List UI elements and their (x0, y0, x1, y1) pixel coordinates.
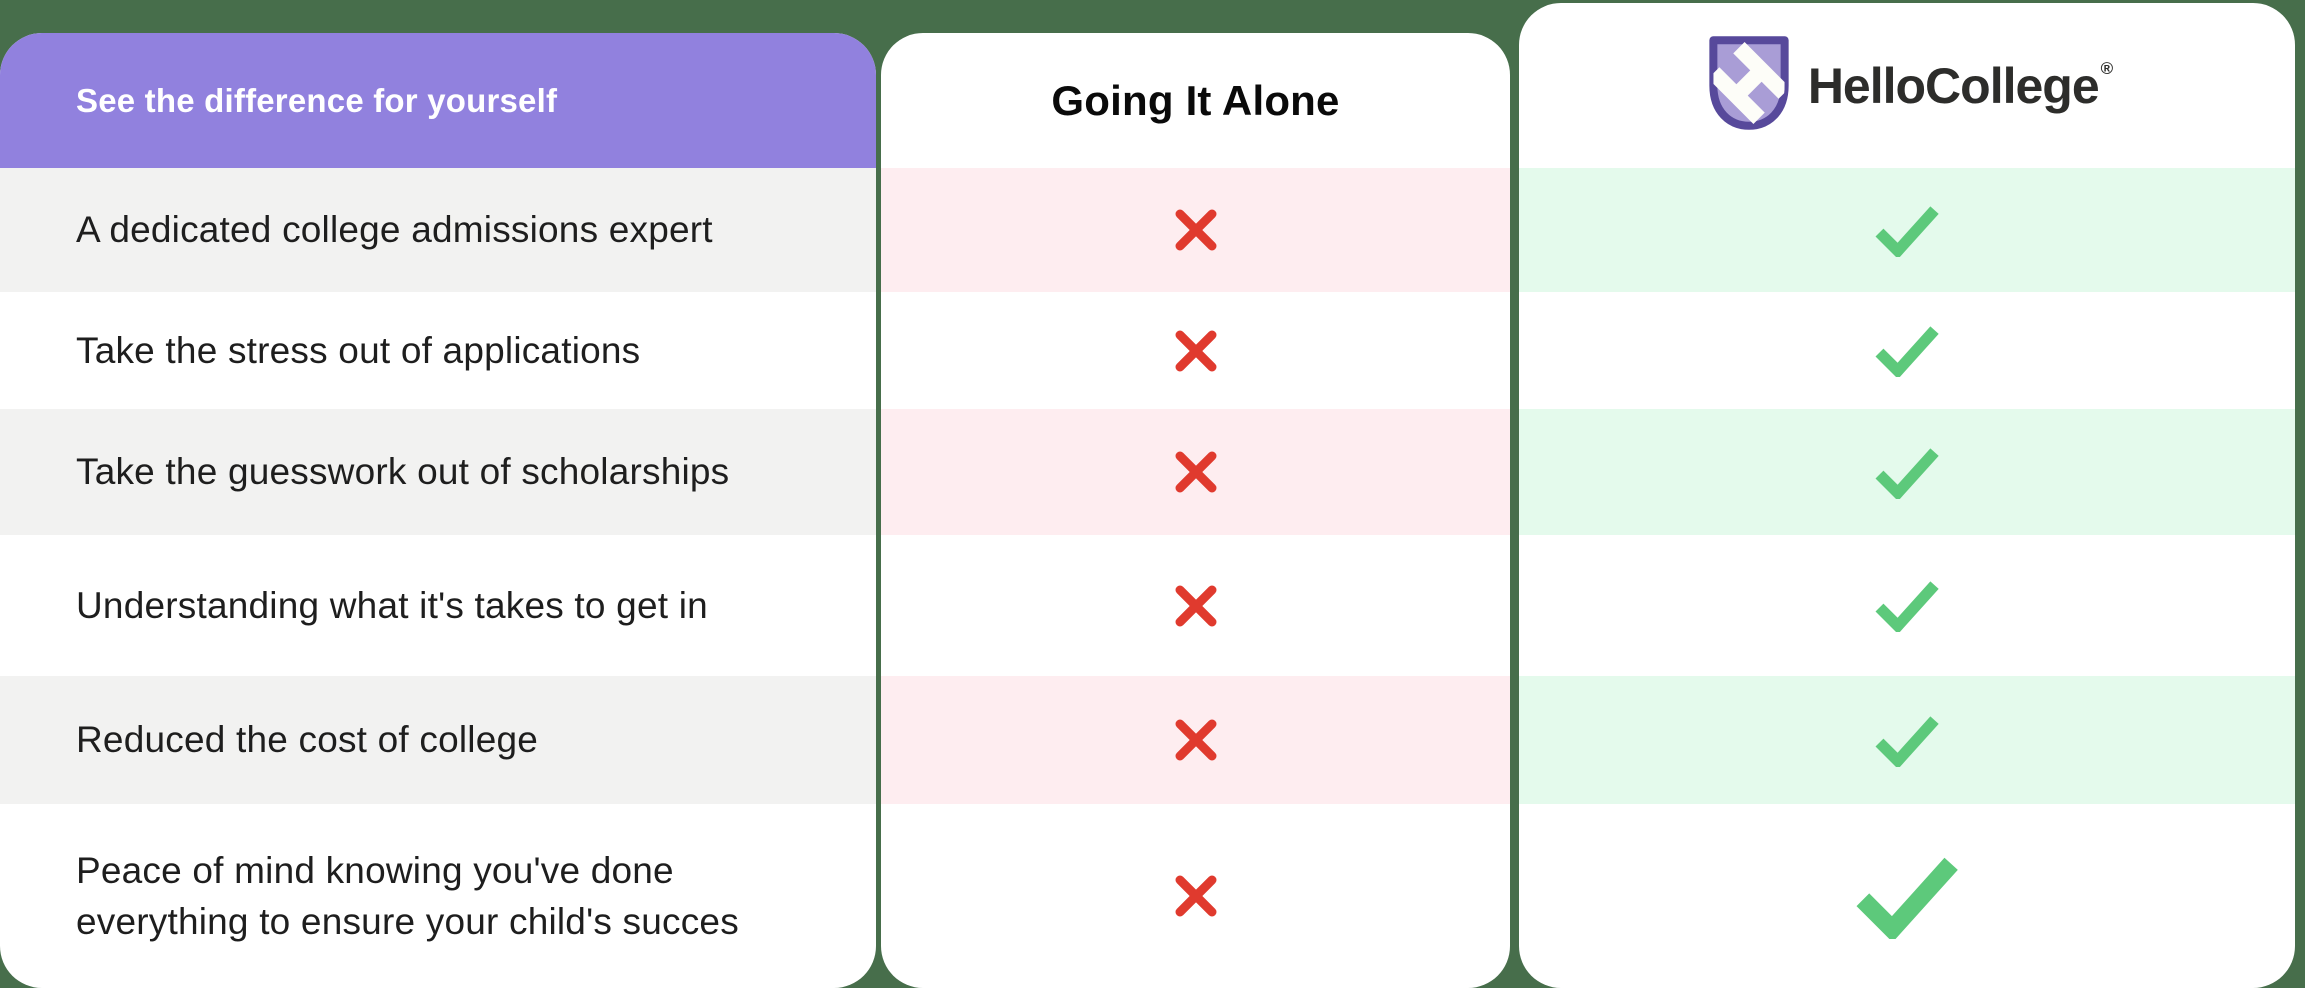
table-row (1519, 676, 2295, 804)
table-row (881, 409, 1510, 535)
going-it-alone-title: Going It Alone (1051, 76, 1340, 124)
hellocollege-column: HelloCollege ® (1519, 3, 2295, 988)
check-icon (1874, 714, 1940, 767)
going-it-alone-column: Going It Alone (881, 33, 1510, 988)
table-row (1519, 804, 2295, 988)
table-row (1519, 535, 2295, 676)
check-icon-large (1854, 854, 1960, 939)
table-row (1519, 292, 2295, 409)
features-header-title: See the difference for yourself (76, 81, 558, 119)
table-row (881, 804, 1510, 988)
table-row (1519, 168, 2295, 292)
check-icon (1874, 446, 1940, 499)
table-row (881, 168, 1510, 292)
table-row: Take the guesswork out of scholarships (0, 409, 876, 535)
check-icon (1874, 204, 1940, 257)
table-row (1519, 409, 2295, 535)
table-row (881, 292, 1510, 409)
hellocollege-wordmark: HelloCollege ® (1807, 57, 2113, 114)
x-icon (1173, 328, 1219, 374)
feature-label: Take the stress out of applications (76, 329, 641, 371)
features-column: See the difference for yourself A dedica… (0, 33, 876, 988)
check-icon (1874, 579, 1940, 632)
table-row: Peace of mind knowing you've done everyt… (0, 804, 876, 988)
going-it-alone-header: Going It Alone (881, 33, 1510, 168)
feature-label: Peace of mind knowing you've done everyt… (76, 849, 739, 942)
table-row (881, 535, 1510, 676)
feature-label: Take the guesswork out of scholarships (76, 451, 730, 493)
x-icon (1173, 717, 1219, 763)
feature-label: A dedicated college admissions expert (76, 209, 713, 251)
x-icon (1173, 583, 1219, 629)
feature-label: Reduced the cost of college (76, 719, 539, 761)
table-row: Understanding what it's takes to get in (0, 535, 876, 676)
shield-h-icon (1704, 34, 1794, 137)
x-icon (1173, 449, 1219, 495)
feature-label: Understanding what it's takes to get in (76, 584, 708, 626)
x-icon (1173, 207, 1219, 253)
registered-trademark: ® (2100, 58, 2113, 78)
table-row: Reduced the cost of college (0, 676, 876, 804)
check-icon (1874, 324, 1940, 377)
table-row (881, 676, 1510, 804)
features-header: See the difference for yourself (0, 33, 876, 168)
table-row: A dedicated college admissions expert (0, 168, 876, 292)
hellocollege-header: HelloCollege ® (1519, 3, 2295, 168)
hellocollege-logo: HelloCollege ® (1704, 34, 2113, 137)
table-row: Take the stress out of applications (0, 292, 876, 409)
x-icon (1173, 873, 1219, 919)
